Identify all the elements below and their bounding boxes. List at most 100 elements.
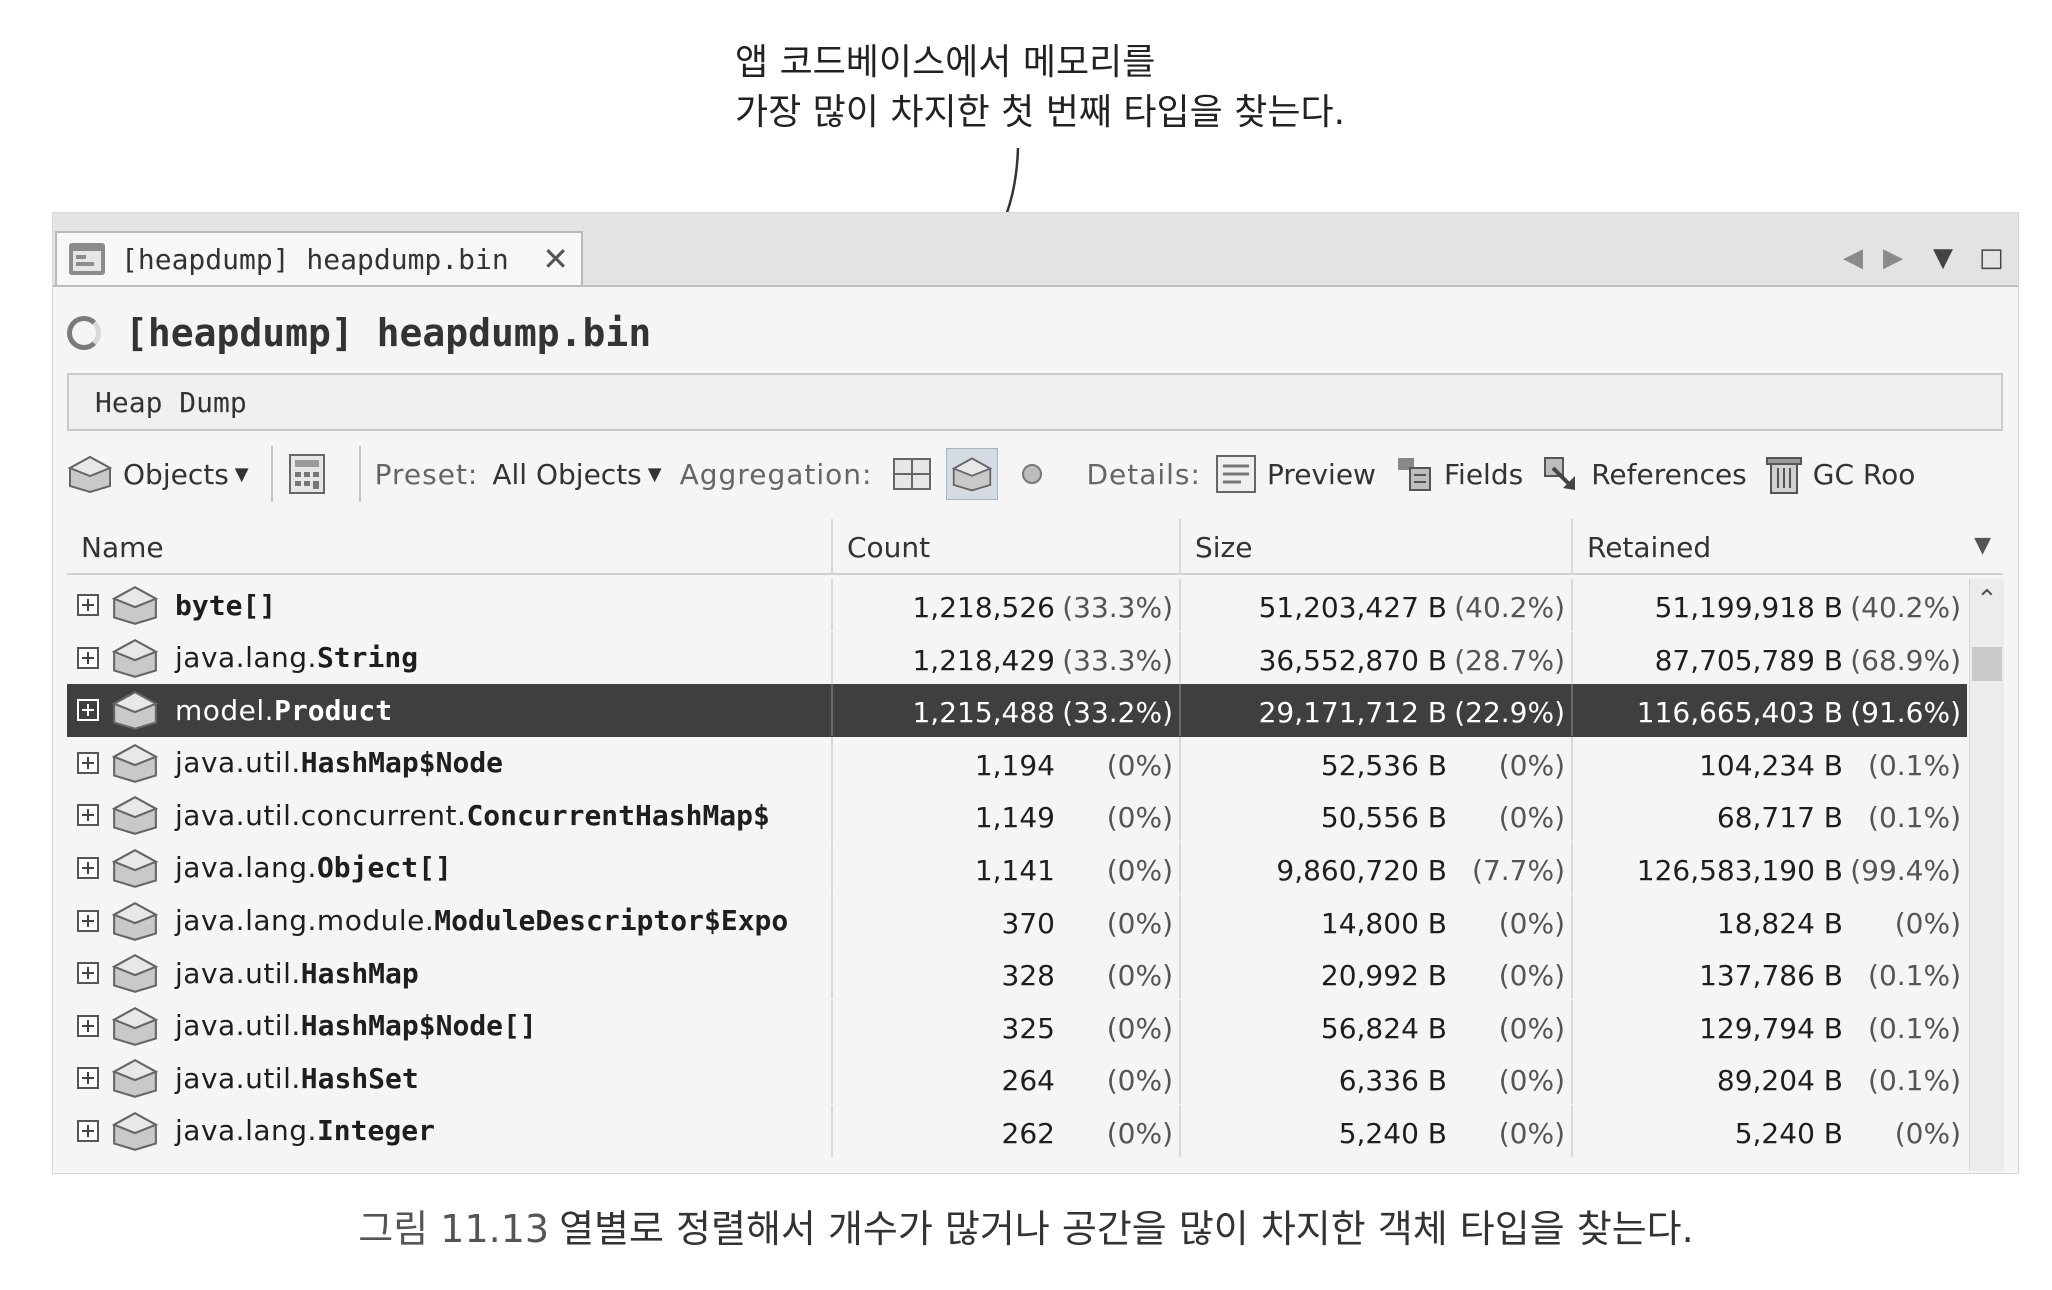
name-cell: java.lang. Integer bbox=[67, 1105, 831, 1157]
chevron-down-icon: ▼ bbox=[234, 463, 249, 485]
toolbar-divider bbox=[358, 446, 361, 502]
expand-icon[interactable] bbox=[77, 646, 99, 669]
gc-roots-label: GC Roo bbox=[1812, 457, 1916, 491]
retained-percent: (0.1%) bbox=[1868, 801, 1961, 835]
table-row[interactable]: java.lang. Object[] 1,141 (0%) 9,860,720 B (7… bbox=[67, 841, 1967, 895]
class-name: HashSet bbox=[300, 1061, 419, 1095]
figure-caption: 그림 11.13 열별로 정렬해서 개수가 많거나 공간을 많이 차지한 객체 타… bbox=[0, 1198, 2052, 1253]
count-value: 1,149 bbox=[974, 801, 1055, 835]
scroll-up-icon[interactable]: ⌃ bbox=[1976, 585, 1998, 615]
expand-icon[interactable] bbox=[77, 594, 99, 616]
table-row[interactable]: java.lang. String 1,218,429 (33.3%) 36,552,8… bbox=[67, 631, 1967, 685]
class-icon bbox=[111, 1059, 159, 1099]
retained-percent: (0.1%) bbox=[1868, 959, 1961, 993]
preview-toggle[interactable]: Preview bbox=[1215, 454, 1376, 494]
name-cell: java.util. HashMap bbox=[67, 947, 831, 999]
scroll-thumb[interactable] bbox=[1972, 647, 2002, 681]
count-value: 1,218,429 bbox=[912, 643, 1055, 677]
size-percent: (0%) bbox=[1498, 959, 1565, 993]
class-name: ConcurrentHashMap$ bbox=[466, 798, 770, 832]
expand-icon[interactable] bbox=[77, 1067, 99, 1090]
aggregation-classes-toggle[interactable] bbox=[946, 448, 999, 500]
class-icon bbox=[111, 849, 159, 888]
count-cell: 328 (0%) bbox=[831, 947, 1179, 1000]
heapdump-file-icon bbox=[69, 243, 105, 275]
package-name: java.util. bbox=[175, 1009, 301, 1043]
aggregation-instances-toggle[interactable] bbox=[1006, 448, 1058, 500]
expand-icon[interactable] bbox=[77, 856, 99, 879]
vertical-scrollbar[interactable]: ⌃ bbox=[1969, 579, 2004, 1171]
table-row[interactable]: java.util. HashMap$Node 1,194 (0%) 52,536 B (… bbox=[67, 736, 1967, 790]
column-menu-icon[interactable]: ▼ bbox=[1974, 533, 1991, 558]
editor-menu-icon[interactable]: ▼ bbox=[1933, 243, 1953, 273]
retained-value: 18,824 B bbox=[1716, 906, 1843, 940]
callout-line-2: 가장 많이 차지한 첫 번째 타입을 찾는다. bbox=[735, 92, 1346, 133]
loading-spinner-icon bbox=[67, 316, 101, 350]
size-cell: 14,800 B (0%) bbox=[1179, 894, 1571, 947]
count-value: 325 bbox=[1001, 1011, 1055, 1045]
fields-toggle[interactable]: Fields bbox=[1394, 454, 1523, 494]
column-header-name[interactable]: Name bbox=[81, 530, 164, 564]
table-row[interactable]: java.lang. Integer 262 (0%) 5,240 B (0%) 5,240… bbox=[67, 1104, 1967, 1158]
name-cell: byte[] bbox=[67, 579, 831, 631]
name-cell: java.util. HashMap$Node[] bbox=[67, 1000, 831, 1052]
table-row[interactable]: java.util. HashSet 264 (0%) 6,336 B (0%) 89,20… bbox=[67, 1052, 1967, 1105]
name-cell: java.lang. Object[] bbox=[67, 842, 831, 894]
size-value: 36,552,870 B bbox=[1258, 643, 1447, 677]
expand-icon[interactable] bbox=[77, 1014, 99, 1037]
column-header-count[interactable]: Count bbox=[831, 519, 1179, 575]
expand-icon[interactable] bbox=[77, 1119, 99, 1142]
size-percent: (0%) bbox=[1498, 1116, 1565, 1150]
table-row[interactable]: java.util. HashMap$Node[] 325 (0%) 56,824 B (… bbox=[67, 999, 1967, 1053]
class-name: HashMap bbox=[300, 956, 419, 990]
package-name: java.util. bbox=[175, 1061, 301, 1095]
table-row[interactable]: java.util. HashMap 328 (0%) 20,992 B (0%) 137,… bbox=[67, 947, 1967, 1000]
retained-cell: 18,824 B (0%) bbox=[1571, 894, 1967, 947]
size-cell: 6,336 B (0%) bbox=[1179, 1052, 1571, 1105]
count-cell: 1,149 (0%) bbox=[831, 789, 1179, 842]
retained-cell: 116,665,403 B (91.6%) bbox=[1571, 684, 1967, 737]
column-header-retained[interactable]: Retained bbox=[1571, 519, 1967, 575]
next-editor-icon[interactable]: ▶ bbox=[1883, 243, 1903, 273]
class-icon bbox=[111, 1006, 159, 1046]
references-label: References bbox=[1591, 457, 1747, 491]
retained-percent: (0.1%) bbox=[1868, 748, 1961, 782]
expand-icon[interactable] bbox=[77, 699, 99, 722]
package-name: java.util.concurrent. bbox=[175, 798, 467, 832]
expand-icon[interactable] bbox=[77, 909, 99, 932]
class-icon bbox=[111, 796, 159, 836]
section-title: Heap Dump bbox=[95, 385, 247, 419]
table-row[interactable]: model. Product 1,215,488 (33.2%) 29,171,712 … bbox=[67, 684, 1967, 737]
maximize-icon[interactable]: □ bbox=[1979, 243, 2004, 273]
preset-dropdown[interactable]: All Objects ▼ bbox=[492, 458, 661, 491]
references-toggle[interactable]: References bbox=[1541, 454, 1747, 494]
table-row[interactable]: byte[] 1,218,526 (33.3%) 51,203,427 B (40.2%… bbox=[67, 579, 1967, 632]
retained-cell: 89,204 B (0.1%) bbox=[1571, 1052, 1967, 1105]
retained-value: 137,786 B bbox=[1699, 959, 1843, 993]
tab-close-icon[interactable]: ✕ bbox=[542, 240, 569, 278]
callout-text: 앱 코드베이스에서 메모리를 가장 많이 차지한 첫 번째 타입을 찾는다. bbox=[735, 38, 1435, 138]
instance-dot-icon bbox=[1022, 464, 1043, 484]
package-name: java.util. bbox=[175, 956, 301, 990]
expand-icon[interactable] bbox=[77, 751, 99, 774]
expand-icon[interactable] bbox=[77, 962, 99, 985]
size-cell: 20,992 B (0%) bbox=[1179, 947, 1571, 1000]
count-value: 1,194 bbox=[974, 748, 1055, 782]
toolbar: Objects ▼ Preset: All Objects ▼ Aggregat… bbox=[67, 435, 2003, 513]
prev-editor-icon[interactable]: ◀ bbox=[1843, 243, 1863, 273]
calculate-retained-button[interactable] bbox=[287, 453, 337, 495]
objects-dropdown[interactable]: Objects ▼ bbox=[67, 454, 249, 494]
gc-roots-toggle[interactable]: GC Roo bbox=[1765, 453, 1916, 495]
size-cell: 5,240 B (0%) bbox=[1179, 1104, 1571, 1157]
expand-icon[interactable] bbox=[77, 804, 99, 827]
package-name: java.lang. bbox=[175, 851, 317, 885]
name-cell: java.util. HashMap$Node bbox=[67, 737, 831, 789]
table-row[interactable]: java.lang.module. ModuleDescriptor$Expo 37… bbox=[67, 894, 1967, 948]
count-cell: 1,218,429 (33.3%) bbox=[831, 631, 1179, 684]
table-row[interactable]: java.util.concurrent. ConcurrentHashMap$ 1… bbox=[67, 789, 1967, 842]
size-cell: 56,824 B (0%) bbox=[1179, 999, 1571, 1052]
column-header-size[interactable]: Size bbox=[1179, 519, 1571, 575]
aggregation-packages-toggle[interactable] bbox=[886, 448, 938, 500]
name-cell: java.lang. String bbox=[67, 632, 831, 684]
tab-heapdump[interactable]: [heapdump] heapdump.bin ✕ bbox=[55, 231, 583, 285]
